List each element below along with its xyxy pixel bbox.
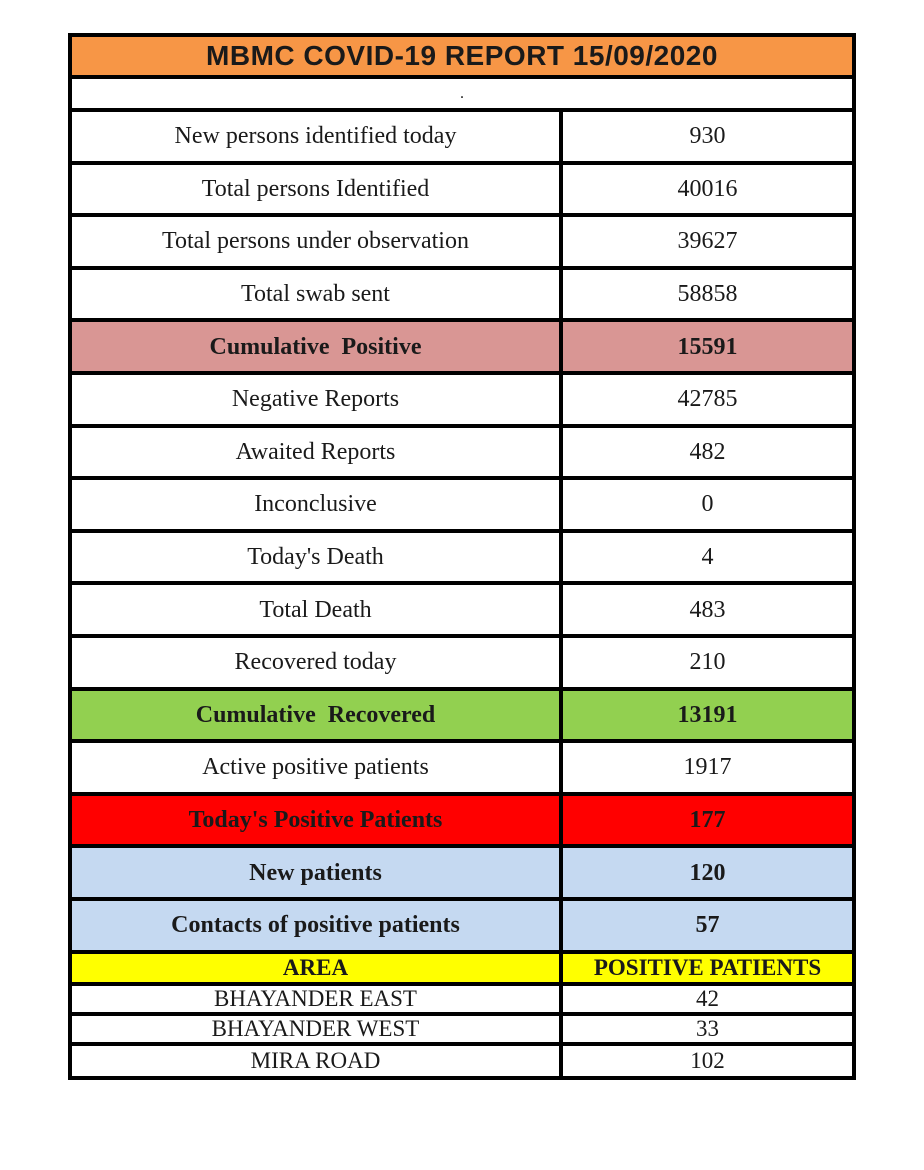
stat-value: 483 [689, 596, 726, 623]
area-header-row: AREA POSITIVE PATIENTS [72, 953, 852, 986]
stat-value: 42785 [677, 386, 738, 413]
stat-label: Total Death [72, 585, 563, 634]
stat-value: 930 [689, 123, 726, 150]
stat-label: Negative Reports [72, 374, 563, 424]
stat-row-new-persons-identified: New persons identified today 930 [72, 112, 852, 165]
stat-label: New patients [72, 848, 563, 897]
stat-label: Today's Positive Patients [72, 795, 563, 845]
area-value: 33 [696, 1016, 719, 1041]
stat-row-new-patients: New patients 120 [72, 848, 852, 901]
stat-value: 40016 [677, 175, 738, 202]
stat-label: Awaited Reports [72, 427, 563, 477]
stat-row-cumulative-positive: Cumulative Positive 15591 [72, 322, 852, 375]
stat-value: 57 [695, 912, 720, 939]
area-header-value: POSITIVE PATIENTS [593, 955, 822, 980]
spacer-dot: . [460, 84, 464, 102]
covid-report-table: MBMC COVID-19 REPORT 15/09/2020 . New pe… [68, 33, 856, 1080]
report-title-row: MBMC COVID-19 REPORT 15/09/2020 [72, 37, 852, 79]
report-title: MBMC COVID-19 REPORT 15/09/2020 [206, 40, 718, 71]
stat-row-total-death: Total Death 483 [72, 585, 852, 638]
stat-value: 4 [701, 544, 714, 571]
stat-label: Active positive patients [72, 743, 563, 792]
stat-label: Cumulative Recovered [72, 690, 563, 740]
stat-label: Total persons Identified [72, 164, 563, 214]
area-header-label: AREA [72, 953, 563, 982]
stat-value: 58858 [677, 281, 738, 308]
area-value: 102 [690, 1048, 725, 1073]
stat-row-inconclusive: Inconclusive 0 [72, 480, 852, 533]
spacer-row: . [72, 79, 852, 112]
stat-row-negative-reports: Negative Reports 42785 [72, 374, 852, 428]
area-row-bhayander-east: BHAYANDER EAST 42 [72, 985, 852, 1016]
stat-row-under-observation: Total persons under observation 39627 [72, 217, 852, 270]
stat-label: Today's Death [72, 532, 563, 582]
stat-value: 482 [689, 438, 726, 465]
stat-label: Total persons under observation [72, 217, 563, 266]
stat-value: 13191 [677, 701, 738, 728]
stat-row-awaited-reports: Awaited Reports 482 [72, 427, 852, 481]
stat-value: 0 [701, 491, 714, 518]
stat-label: Recovered today [72, 637, 563, 687]
stat-label: Contacts of positive patients [72, 900, 563, 950]
stat-value: 15591 [677, 333, 738, 360]
stat-row-total-persons-identified: Total persons Identified 40016 [72, 164, 852, 218]
stat-row-recovered-today: Recovered today 210 [72, 637, 852, 691]
stat-row-contacts-of-positive: Contacts of positive patients 57 [72, 900, 852, 954]
area-value: 42 [696, 986, 719, 1011]
area-label: BHAYANDER EAST [72, 985, 563, 1012]
stat-label: Inconclusive [72, 480, 563, 529]
stat-row-todays-positive-patients: Today's Positive Patients 177 [72, 795, 852, 849]
stat-row-total-swab-sent: Total swab sent 58858 [72, 269, 852, 323]
stat-row-todays-death: Today's Death 4 [72, 532, 852, 586]
stat-row-active-positive-patients: Active positive patients 1917 [72, 743, 852, 796]
area-label: MIRA ROAD [72, 1045, 563, 1076]
stat-row-cumulative-recovered: Cumulative Recovered 13191 [72, 690, 852, 744]
stat-value: 120 [689, 859, 726, 886]
stat-value: 210 [689, 649, 726, 676]
stat-label: Cumulative Positive [72, 322, 563, 371]
area-row-mira-road: MIRA ROAD 102 [72, 1045, 852, 1076]
stat-value: 1917 [683, 754, 732, 781]
stat-value: 39627 [677, 228, 738, 255]
area-label: BHAYANDER WEST [72, 1015, 563, 1042]
area-row-bhayander-west: BHAYANDER WEST 33 [72, 1015, 852, 1046]
stat-label: Total swab sent [72, 269, 563, 319]
stat-value: 177 [689, 807, 726, 834]
stat-label: New persons identified today [72, 112, 563, 161]
